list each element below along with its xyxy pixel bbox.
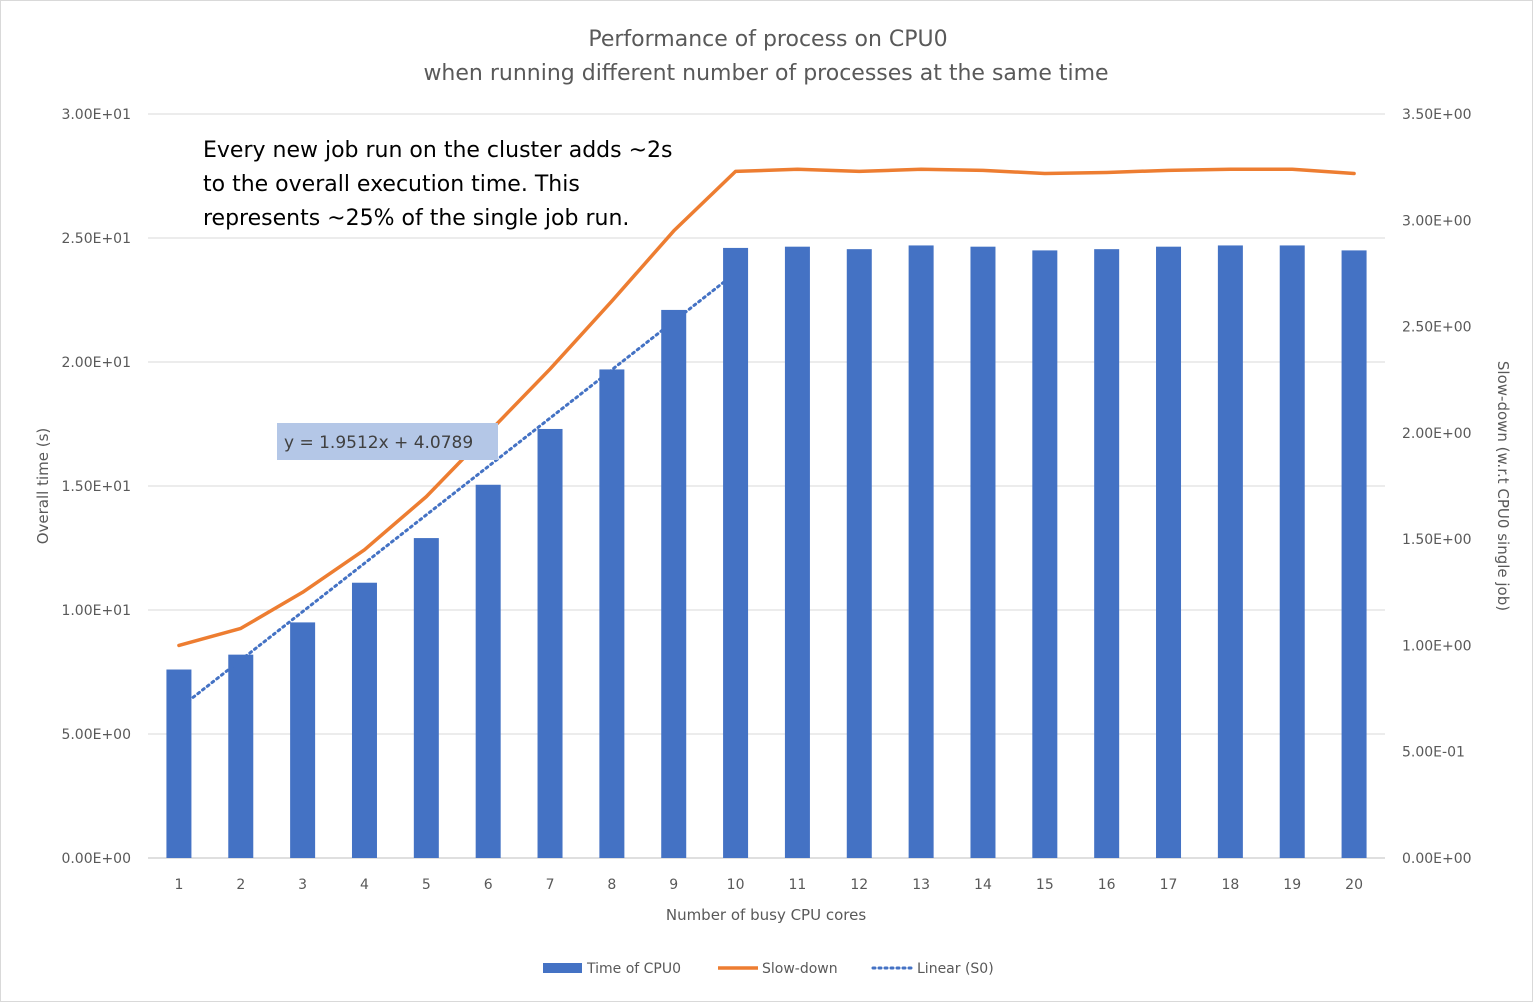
bars-time-of-cpu0 bbox=[166, 245, 1367, 859]
legend-label-time-of-cpu0: Time of CPU0 bbox=[586, 961, 681, 977]
trendline-linear bbox=[177, 271, 738, 710]
legend-swatch-time-of-cpu0 bbox=[543, 963, 582, 973]
trendline-equation: y = 1.9512x + 4.0789 bbox=[284, 433, 473, 453]
annotation-line-3: represents ~25% of the single job run. bbox=[203, 206, 629, 231]
legend-label-slow-down: Slow-down bbox=[762, 961, 838, 977]
y2-tick-label: 3.00E+00 bbox=[1402, 213, 1472, 229]
bar bbox=[228, 654, 254, 858]
x-tick-label: 14 bbox=[974, 877, 992, 893]
x-tick-label: 12 bbox=[850, 877, 868, 893]
line-slow-down bbox=[177, 167, 1356, 648]
bar bbox=[599, 369, 625, 858]
bar bbox=[661, 309, 687, 858]
legend-label-linear: Linear (S0) bbox=[917, 961, 994, 977]
x-tick-label: 10 bbox=[727, 877, 745, 893]
tick-labels: 0.00E+00 5.00E+00 1.00E+01 1.50E+01 2.00E+01… bbox=[61, 107, 1471, 893]
equation-box bbox=[277, 423, 498, 460]
bar bbox=[1156, 246, 1182, 858]
x-tick-label: 16 bbox=[1098, 877, 1116, 893]
x-tick-label: 5 bbox=[422, 877, 431, 893]
y-tick-label: 1.50E+01 bbox=[61, 479, 131, 495]
y2-tick-label: 5.00E-01 bbox=[1402, 745, 1465, 761]
legend: Time of CPU0 Slow-down Linear (S0) bbox=[543, 961, 994, 977]
y2-tick-label: 2.50E+00 bbox=[1402, 320, 1472, 336]
slow-down-line bbox=[177, 167, 1356, 648]
bar bbox=[784, 246, 810, 858]
y2-tick-label: 1.00E+00 bbox=[1402, 638, 1472, 654]
bar bbox=[290, 622, 316, 858]
x-tick-label: 2 bbox=[236, 877, 245, 893]
bar bbox=[970, 246, 996, 858]
x-tick-label: 13 bbox=[912, 877, 930, 893]
chart-subtitle: when running different number of process… bbox=[423, 61, 1108, 86]
y-tick-label: 0.00E+00 bbox=[61, 851, 131, 867]
chart-title: Performance of process on CPU0 bbox=[588, 27, 947, 52]
x-tick-label: 7 bbox=[546, 877, 555, 893]
bar bbox=[1032, 250, 1058, 858]
x-tick-label: 17 bbox=[1160, 877, 1178, 893]
y2-tick-label: 2.00E+00 bbox=[1402, 426, 1472, 442]
y2-tick-label: 0.00E+00 bbox=[1402, 851, 1472, 867]
trendline bbox=[177, 271, 738, 710]
bar bbox=[846, 249, 872, 858]
y-axis-title: Overall time (s) bbox=[34, 428, 52, 545]
x-tick-label: 15 bbox=[1036, 877, 1054, 893]
x-tick-label: 20 bbox=[1345, 877, 1363, 893]
x-tick-label: 11 bbox=[789, 877, 807, 893]
bar bbox=[351, 582, 377, 858]
bar bbox=[1341, 250, 1367, 858]
x-tick-label: 6 bbox=[484, 877, 493, 893]
y-tick-label: 2.50E+01 bbox=[61, 231, 131, 247]
y-tick-label: 3.00E+01 bbox=[61, 107, 131, 123]
bar bbox=[166, 669, 192, 858]
y2-tick-label: 3.50E+00 bbox=[1402, 107, 1472, 123]
x-tick-label: 1 bbox=[174, 877, 183, 893]
bar bbox=[413, 538, 439, 858]
bar bbox=[475, 484, 501, 858]
annotation-line-2: to the overall execution time. This bbox=[203, 172, 580, 197]
x-tick-label: 4 bbox=[360, 877, 369, 893]
bar bbox=[1094, 249, 1120, 858]
annotation-line-1: Every new job run on the cluster adds ~2… bbox=[203, 138, 673, 163]
y2-tick-label: 1.50E+00 bbox=[1402, 532, 1472, 548]
x-axis-title: Number of busy CPU cores bbox=[666, 906, 866, 924]
x-tick-label: 3 bbox=[298, 877, 307, 893]
y-tick-label: 2.00E+01 bbox=[61, 355, 131, 371]
bar bbox=[1279, 245, 1305, 858]
bar bbox=[537, 428, 563, 858]
x-tick-label: 18 bbox=[1221, 877, 1239, 893]
x-tick-label: 9 bbox=[669, 877, 678, 893]
y-tick-label: 5.00E+00 bbox=[61, 727, 131, 743]
x-tick-label: 19 bbox=[1283, 877, 1301, 893]
y2-axis-title: Slow-down (w.r.t CPU0 single job) bbox=[1494, 361, 1512, 611]
bar bbox=[723, 247, 749, 859]
bar bbox=[908, 245, 934, 858]
y-tick-label: 1.00E+01 bbox=[61, 603, 131, 619]
bar bbox=[1217, 245, 1243, 858]
x-tick-label: 8 bbox=[607, 877, 616, 893]
